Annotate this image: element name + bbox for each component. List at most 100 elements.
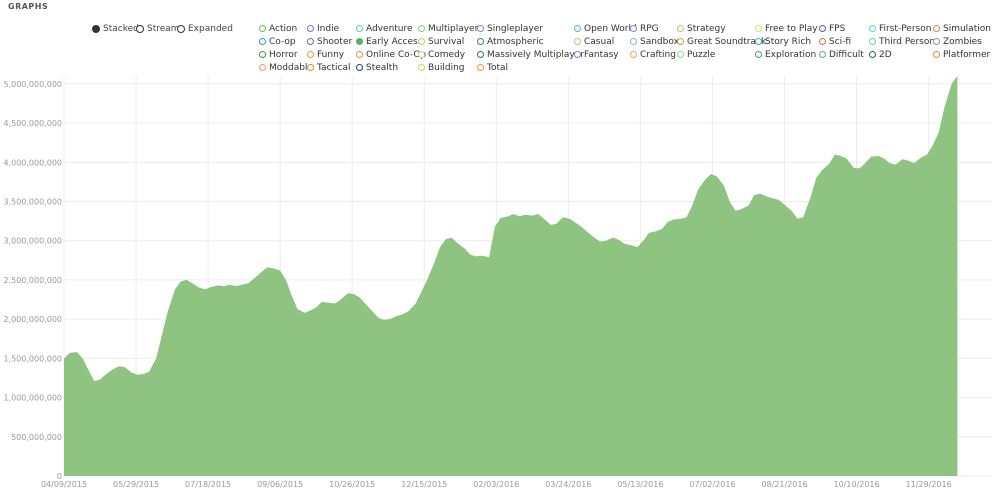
legend-label: Funny — [317, 49, 345, 60]
legend-label: Shooter — [317, 36, 353, 47]
legend-item-third-person[interactable]: Third Person — [869, 35, 935, 48]
circle-icon — [418, 25, 425, 32]
legend-label: Exploration — [765, 49, 817, 60]
section-title: GRAPHS — [8, 2, 49, 11]
legend-item-adventure[interactable]: Adventure — [356, 22, 413, 35]
radio-icon — [92, 25, 100, 33]
legend-label: Atmospheric — [487, 36, 544, 47]
legend-label: Crafting — [640, 49, 676, 60]
x-tick-label: 10/10/2016 — [833, 480, 879, 489]
legend-item-great-soundtrack[interactable]: Great Soundtrack — [677, 35, 766, 48]
legend-item-building[interactable]: Building — [418, 61, 465, 74]
legend-item-fps[interactable]: FPS — [819, 22, 845, 35]
legend-item-strategy[interactable]: Strategy — [677, 22, 726, 35]
circle-icon — [630, 51, 637, 58]
legend-item-comedy[interactable]: Comedy — [418, 48, 465, 61]
legend-item-sandbox[interactable]: Sandbox — [630, 35, 679, 48]
legend-label: Simulation — [943, 23, 991, 34]
legend-item-early-access[interactable]: Early Access — [356, 35, 422, 48]
legend-item-first-person[interactable]: First-Person — [869, 22, 931, 35]
mode-label: Stream — [147, 24, 180, 34]
circle-icon — [630, 38, 637, 45]
legend-item-zombies[interactable]: Zombies — [933, 35, 982, 48]
legend-item-horror[interactable]: Horror — [259, 48, 298, 61]
legend-item-massively-multiplayer[interactable]: Massively Multiplayer — [477, 48, 584, 61]
legend-label: Survival — [428, 36, 465, 47]
legend-label: Online Co-Op — [366, 49, 427, 60]
circle-icon — [259, 25, 266, 32]
legend-item-casual[interactable]: Casual — [574, 35, 614, 48]
legend-label: Story Rich — [765, 36, 812, 47]
y-tick-label: 500,000,000 — [11, 433, 62, 442]
legend-label: Co-op — [269, 36, 296, 47]
circle-icon — [574, 38, 581, 45]
legend-label: Total — [487, 62, 509, 73]
x-tick-label: 05/13/2016 — [617, 480, 663, 489]
legend-item-moddable[interactable]: Moddable — [259, 61, 313, 74]
circle-icon — [259, 38, 266, 45]
legend-item-difficult[interactable]: Difficult — [819, 48, 864, 61]
circle-icon — [755, 25, 762, 32]
mode-stream[interactable]: Stream — [136, 22, 180, 36]
legend-label: FPS — [829, 23, 846, 34]
legend-item-puzzle[interactable]: Puzzle — [677, 48, 715, 61]
circle-icon — [307, 25, 314, 32]
mode-expanded[interactable]: Expanded — [177, 22, 233, 36]
circle-icon — [869, 38, 876, 45]
y-tick-label: 3,000,000,000 — [3, 237, 62, 246]
y-tick-label: 4,500,000,000 — [3, 119, 62, 128]
legend-item-platformer[interactable]: Platformer — [933, 48, 990, 61]
legend-label: Platformer — [943, 49, 991, 60]
area-series — [64, 76, 958, 476]
legend-item-tactical[interactable]: Tactical — [307, 61, 350, 74]
legend-item-total[interactable]: Total — [477, 61, 508, 74]
y-tick-label: 5,000,000,000 — [3, 80, 62, 89]
legend-item-indie[interactable]: Indie — [307, 22, 339, 35]
legend-item-atmospheric[interactable]: Atmospheric — [477, 35, 544, 48]
radio-icon — [177, 25, 185, 33]
legend-item-rpg[interactable]: RPG — [630, 22, 659, 35]
circle-icon — [574, 51, 581, 58]
legend-item-2d[interactable]: 2D — [869, 48, 892, 61]
circle-icon — [630, 25, 637, 32]
circle-icon — [418, 38, 425, 45]
legend-label: Open World — [584, 23, 637, 34]
legend-item-stealth[interactable]: Stealth — [356, 61, 398, 74]
legend-item-exploration[interactable]: Exploration — [755, 48, 816, 61]
legend-label: Strategy — [687, 23, 726, 34]
legend-label: Tactical — [317, 62, 351, 73]
circle-icon — [307, 51, 314, 58]
legend-item-sci-fi[interactable]: Sci-fi — [819, 35, 851, 48]
legend-item-funny[interactable]: Funny — [307, 48, 344, 61]
y-axis-labels: 0 500,000,000 1,000,000,000 1,500,000,000 2,… — [3, 80, 62, 481]
legend-item-survival[interactable]: Survival — [418, 35, 464, 48]
circle-icon — [356, 51, 363, 58]
legend-label: Massively Multiplayer — [487, 49, 585, 60]
legend-item-singleplayer[interactable]: Singleplayer — [477, 22, 543, 35]
legend-label: Fantasy — [584, 49, 619, 60]
legend-item-free-to-play[interactable]: Free to Play — [755, 22, 818, 35]
legend-item-open-world[interactable]: Open World — [574, 22, 637, 35]
legend-item-crafting[interactable]: Crafting — [630, 48, 676, 61]
legend-item-multiplayer[interactable]: Multiplayer — [418, 22, 478, 35]
circle-icon — [418, 51, 425, 58]
legend-item-simulation[interactable]: Simulation — [933, 22, 991, 35]
legend-item-action[interactable]: Action — [259, 22, 297, 35]
legend-item-story-rich[interactable]: Story Rich — [755, 35, 811, 48]
legend-item-fantasy[interactable]: Fantasy — [574, 48, 619, 61]
circle-icon — [755, 38, 762, 45]
y-tick-label: 3,500,000,000 — [3, 197, 62, 206]
x-axis-labels: 04/09/2015 05/29/2015 07/18/2015 09/06/2015… — [41, 480, 952, 489]
circle-icon — [259, 64, 266, 71]
legend-item-shooter[interactable]: Shooter — [307, 35, 352, 48]
legend-item-co-op[interactable]: Co-op — [259, 35, 296, 48]
legend-label: Action — [269, 23, 298, 34]
legend-label: Sandbox — [640, 36, 679, 47]
legend-label: RPG — [640, 23, 659, 34]
x-tick-label: 07/02/2016 — [689, 480, 735, 489]
mode-stacked[interactable]: Stacked — [92, 22, 139, 36]
circle-icon — [574, 25, 581, 32]
legend-item-online-co-op[interactable]: Online Co-Op — [356, 48, 426, 61]
legend-label: Stealth — [366, 62, 399, 73]
circle-icon — [418, 64, 425, 71]
